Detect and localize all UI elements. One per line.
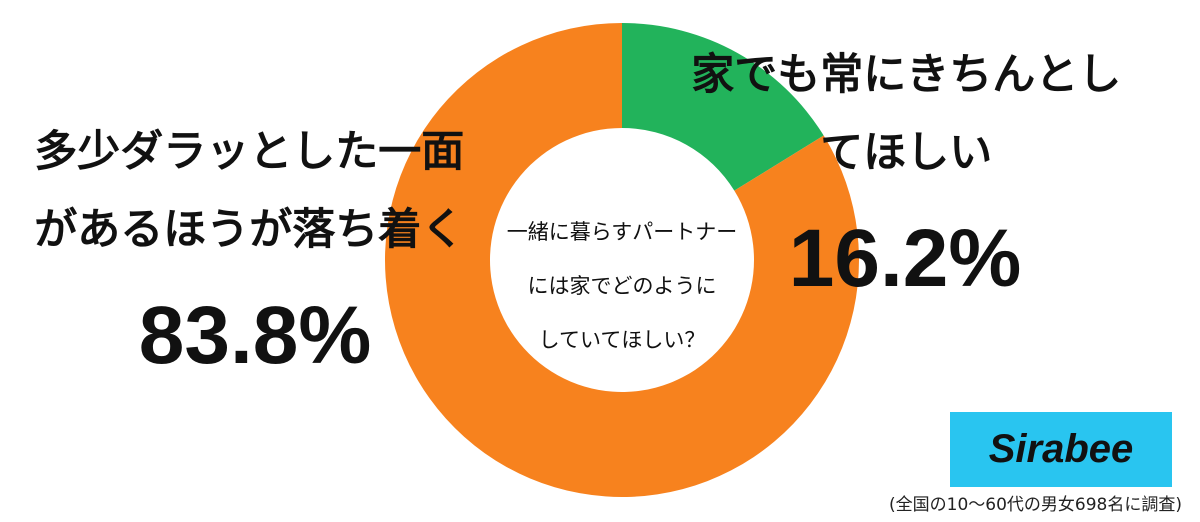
center-text: 一緒に暮らすパートナー には家でどのように していてほしい？ xyxy=(492,205,752,367)
category-label: 多少ダラッとした一面があるほうが落ち着く xyxy=(34,127,465,255)
value-label: 16.2% xyxy=(788,213,1022,304)
value-label: 83.8% xyxy=(138,290,372,381)
logo: Sirabee xyxy=(950,412,1172,487)
category-label: 家でも常にきちんとしてほしい xyxy=(691,50,1122,178)
center-text-line: 一緒に暮らすパートナー xyxy=(506,220,738,244)
note: (全国の10〜60代の男女698名に調査) xyxy=(889,495,1182,515)
donut-slice xyxy=(384,23,859,497)
center-text-line: には家でどのように xyxy=(527,274,717,298)
logo-text: Sirabee xyxy=(988,427,1134,471)
center-text-line: していてほしい？ xyxy=(538,328,706,352)
donut-slice xyxy=(622,23,824,191)
